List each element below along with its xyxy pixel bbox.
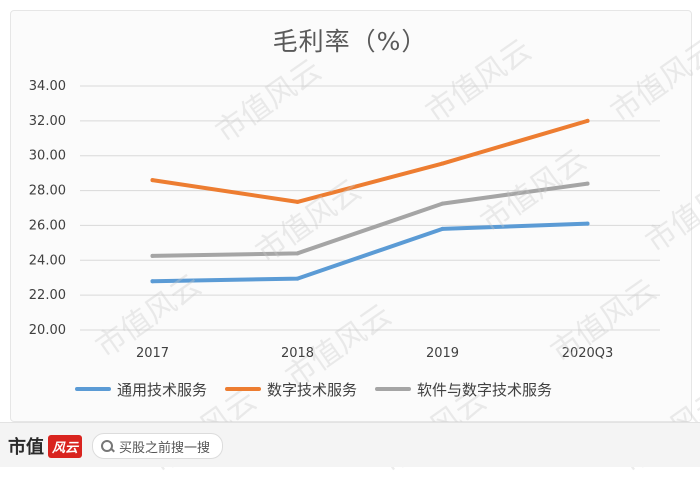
data-point xyxy=(295,276,300,281)
x-tick-label: 2019 xyxy=(426,346,459,361)
data-point xyxy=(585,181,590,186)
data-point xyxy=(440,161,445,166)
grid-layer xyxy=(80,85,660,331)
x-axis-ticks: 2017 2018 2019 2020Q3 xyxy=(136,346,613,361)
legend-swatch-3 xyxy=(375,387,412,391)
x-tick-label: 2017 xyxy=(136,346,169,361)
y-tick-label: 26.00 xyxy=(29,218,66,233)
data-point xyxy=(440,226,445,231)
legend-swatch-2 xyxy=(225,387,262,391)
series-layer xyxy=(150,118,590,284)
legend: 通用技术服务 数字技术服务 软件与数字技术服务 xyxy=(75,378,552,400)
y-tick-label: 34.00 xyxy=(29,79,66,94)
line-chart: 20.00 22.00 24.00 26.00 28.00 30.00 32.00 34.00… xyxy=(29,79,660,361)
legend-item-2: 数字技术服务 xyxy=(225,379,357,400)
x-tick-label: 2020Q3 xyxy=(562,346,614,361)
search-pill[interactable]: 买股之前搜一搜 xyxy=(92,433,224,459)
data-point xyxy=(440,201,445,206)
data-point xyxy=(150,279,155,284)
chart-frame: 毛利率（%） 20.00 22.00 24.00 26.00 28.00 30.00 32.… xyxy=(0,0,700,466)
data-point xyxy=(295,199,300,204)
footer-bar: 市值 风云 买股之前搜一搜 xyxy=(0,422,700,467)
series-line-1 xyxy=(150,221,590,284)
y-tick-label: 22.00 xyxy=(29,288,66,303)
y-axis-ticks: 20.00 22.00 24.00 26.00 28.00 30.00 32.00 34.00 xyxy=(29,79,66,338)
y-tick-label: 28.00 xyxy=(29,184,66,199)
search-icon xyxy=(101,440,113,452)
y-tick-label: 20.00 xyxy=(29,323,66,338)
legend-label-1: 通用技术服务 xyxy=(117,380,208,399)
data-point xyxy=(585,221,590,226)
chart-title: 毛利率（%） xyxy=(272,27,428,56)
data-point xyxy=(295,251,300,256)
brand-text: 市值 xyxy=(8,437,44,458)
search-text: 买股之前搜一搜 xyxy=(119,440,211,456)
series-line-2 xyxy=(150,118,590,204)
brand-logo[interactable]: 市值 风云 xyxy=(8,433,83,459)
plot-panel xyxy=(10,10,692,422)
x-tick-label: 2018 xyxy=(281,346,314,361)
y-tick-label: 32.00 xyxy=(29,114,66,129)
legend-item-1: 通用技术服务 xyxy=(75,379,207,400)
series-line-3 xyxy=(150,181,590,258)
brand-mark: 风云 xyxy=(48,434,83,458)
data-point xyxy=(585,118,590,123)
legend-label-3: 软件与数字技术服务 xyxy=(417,380,553,399)
legend-item-3: 软件与数字技术服务 xyxy=(375,379,552,400)
y-tick-label: 24.00 xyxy=(29,253,66,268)
data-point xyxy=(150,253,155,258)
legend-label-2: 数字技术服务 xyxy=(267,380,358,399)
data-point xyxy=(150,178,155,183)
legend-swatch-1 xyxy=(75,387,111,391)
y-tick-label: 30.00 xyxy=(29,149,66,164)
